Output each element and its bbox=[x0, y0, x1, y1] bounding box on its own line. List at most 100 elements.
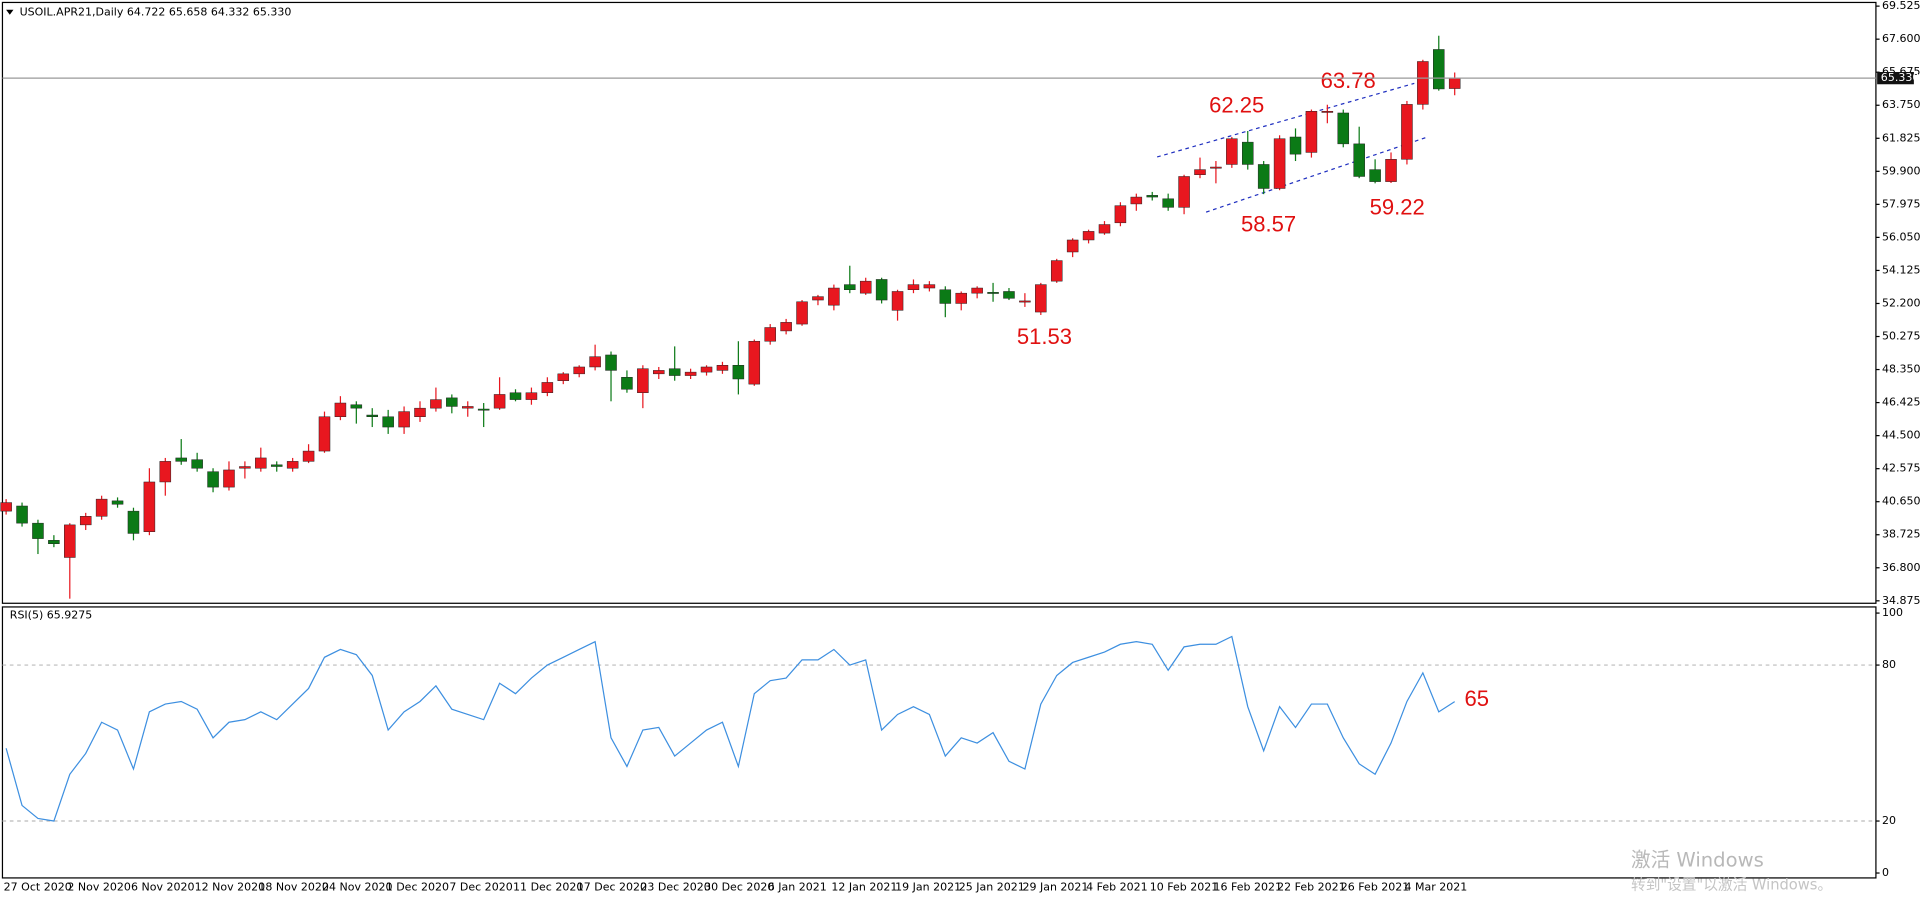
candle-body bbox=[748, 340, 761, 385]
candle-body bbox=[891, 291, 904, 311]
y-tick-label: 80 bbox=[1882, 658, 1896, 671]
y-tick-label: 56.050 bbox=[1882, 230, 1920, 243]
candle-body bbox=[1114, 205, 1127, 224]
annotation: 58.57 bbox=[1241, 211, 1296, 236]
rsi-title: RSI(5) 65.9275 bbox=[10, 609, 93, 622]
y-tick-label: 63.750 bbox=[1882, 98, 1920, 111]
y-tick-label: 42.575 bbox=[1882, 462, 1920, 475]
candle-body bbox=[1178, 176, 1190, 208]
annotation: 51.53 bbox=[1017, 324, 1072, 349]
candle-body bbox=[764, 327, 776, 342]
candle-body bbox=[16, 505, 28, 524]
candle-body bbox=[875, 279, 888, 301]
candle-body bbox=[700, 366, 713, 373]
x-tick-label: 12 Jan 2021 bbox=[831, 881, 897, 894]
candle-body bbox=[270, 464, 283, 467]
y-tick-label: 57.975 bbox=[1882, 197, 1920, 210]
watermark: 转到"设置"以激活 Windows。 bbox=[1631, 876, 1832, 893]
candle-body bbox=[382, 416, 394, 428]
candle-body bbox=[366, 414, 378, 417]
y-tick-label: 44.500 bbox=[1882, 429, 1920, 442]
y-tick-label: 40.650 bbox=[1882, 495, 1920, 508]
y-tick-label: 52.200 bbox=[1882, 296, 1920, 309]
candle-body bbox=[493, 394, 506, 409]
rsi-pane bbox=[1, 606, 1877, 879]
candle-body bbox=[1194, 169, 1206, 175]
candle-body bbox=[923, 284, 936, 289]
candle-body bbox=[255, 457, 267, 469]
x-tick-label: 4 Feb 2021 bbox=[1086, 881, 1148, 894]
x-tick-label: 7 Dec 2020 bbox=[449, 881, 512, 894]
x-tick-label: 19 Jan 2021 bbox=[895, 881, 961, 894]
candle-body bbox=[95, 498, 108, 517]
x-tick-label: 6 Nov 2020 bbox=[131, 881, 195, 894]
y-tick-label: 67.600 bbox=[1882, 32, 1920, 45]
candle-body bbox=[939, 289, 952, 304]
candle-body bbox=[318, 416, 331, 452]
candle-body bbox=[159, 461, 172, 483]
candle-body bbox=[509, 392, 522, 400]
price-pane bbox=[1, 1, 1877, 604]
candle-body bbox=[1098, 224, 1111, 234]
candle-body bbox=[1242, 141, 1254, 165]
y-tick-label: 0 bbox=[1882, 866, 1889, 879]
x-tick-label: 12 Nov 2020 bbox=[195, 881, 266, 894]
candle-body bbox=[64, 524, 76, 558]
candle-body bbox=[191, 459, 203, 469]
candle-body bbox=[955, 292, 967, 304]
candle-body bbox=[48, 540, 60, 544]
candle-body bbox=[1353, 143, 1365, 177]
candle-body bbox=[1448, 77, 1461, 89]
candle-body bbox=[557, 373, 570, 381]
candle-body bbox=[605, 354, 617, 371]
candle-body bbox=[446, 397, 458, 407]
candle-body bbox=[812, 296, 824, 301]
candle-body bbox=[32, 522, 44, 539]
candle-body bbox=[143, 481, 156, 532]
candle-body bbox=[1321, 111, 1334, 113]
last-price-label: 65.330 bbox=[1881, 71, 1920, 84]
candle-body bbox=[1162, 198, 1174, 208]
y-tick-label: 69.525 bbox=[1882, 0, 1920, 12]
candle-body bbox=[239, 466, 251, 469]
x-tick-label: 26 Feb 2021 bbox=[1341, 881, 1410, 894]
x-tick-label: 16 Feb 2021 bbox=[1213, 881, 1282, 894]
candle-body bbox=[684, 371, 697, 376]
y-tick-label: 50.275 bbox=[1882, 330, 1920, 343]
candle-body bbox=[573, 366, 585, 375]
rsi-line bbox=[5, 635, 1456, 822]
candle-body bbox=[971, 287, 983, 294]
candle-body bbox=[859, 280, 872, 294]
candle-body bbox=[1433, 49, 1445, 90]
candle-body bbox=[1257, 164, 1270, 189]
candle-body bbox=[1082, 231, 1095, 241]
chart-title: USOIL.APR21,Daily 64.722 65.658 64.332 6… bbox=[20, 5, 292, 18]
x-tick-label: 22 Feb 2021 bbox=[1277, 881, 1346, 894]
candle-body bbox=[1417, 61, 1429, 105]
x-tick-label: 4 Mar 2021 bbox=[1404, 881, 1467, 894]
candle-body bbox=[1003, 291, 1015, 299]
annotation: 65 bbox=[1464, 686, 1489, 711]
x-tick-label: 10 Feb 2021 bbox=[1150, 881, 1219, 894]
x-tick-label: 18 Nov 2020 bbox=[258, 881, 329, 894]
x-tick-label: 6 Jan 2021 bbox=[768, 881, 827, 894]
candle-body bbox=[1130, 196, 1143, 205]
candle-body bbox=[796, 301, 808, 325]
x-tick-label: 1 Dec 2020 bbox=[386, 881, 449, 894]
candle-body bbox=[79, 516, 92, 526]
candle-body bbox=[430, 399, 442, 409]
annotation: 62.25 bbox=[1209, 92, 1264, 117]
candle-body bbox=[1035, 284, 1047, 313]
candle-body bbox=[398, 411, 410, 428]
candle-body bbox=[732, 365, 745, 380]
candle-body bbox=[907, 284, 920, 290]
y-tick-label: 59.900 bbox=[1882, 164, 1920, 177]
candle-body bbox=[637, 368, 649, 393]
candle-body bbox=[127, 510, 140, 534]
candle-body bbox=[525, 392, 538, 400]
annotation: 63.78 bbox=[1321, 68, 1376, 93]
candle-body bbox=[844, 284, 856, 290]
candle-body bbox=[302, 450, 315, 462]
candle-body bbox=[828, 287, 840, 306]
